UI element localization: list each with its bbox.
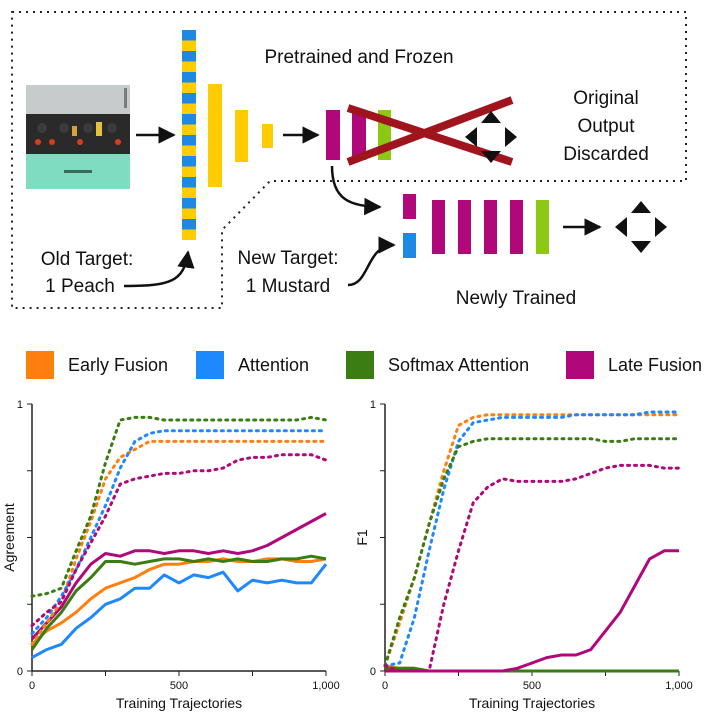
pretrained-label: Pretrained and Frozen xyxy=(264,47,453,68)
y-tick-label: 0 xyxy=(370,666,376,678)
series-attention-dotted xyxy=(383,410,681,668)
new-layer-4 xyxy=(510,200,523,254)
concat-segment xyxy=(182,72,196,83)
old-target-arrow xyxy=(123,250,195,288)
input-concat-column xyxy=(182,30,196,240)
new-target-line-2: 1 Mustard xyxy=(246,276,330,297)
concat-segment xyxy=(182,208,196,219)
series-late-fusion-dotted xyxy=(383,463,681,673)
x-tick-label: 500 xyxy=(170,680,188,692)
legend-swatch-late-fusion xyxy=(566,351,594,379)
original-output-move-icon xyxy=(465,111,517,163)
results-charts: 0 1 0 500 1,000 Training Trajectories Agreemen… xyxy=(1,399,693,711)
new-head-feature-input xyxy=(403,194,416,219)
transfer-arrow xyxy=(330,165,382,216)
series-softmax-attention-dotted xyxy=(383,437,681,668)
y-axis-label: F1 xyxy=(354,529,370,546)
concat-segment xyxy=(182,177,196,188)
y-tick-label: 0 xyxy=(17,666,23,678)
concat-segment xyxy=(182,187,196,198)
legend-swatch-softmax-attention xyxy=(346,351,374,379)
x-tick-label: 1,000 xyxy=(665,680,693,692)
concat-segment xyxy=(182,93,196,104)
concat-segment xyxy=(182,103,196,114)
discarded-label-line-2: Output xyxy=(577,116,635,137)
new-head-target-input xyxy=(403,233,416,258)
concat-segment xyxy=(182,198,196,209)
concat-segment xyxy=(182,114,196,125)
discarded-label-line-3: Discarded xyxy=(563,144,649,165)
old-target-line-2: 1 Peach xyxy=(45,276,115,297)
concat-segment xyxy=(182,30,196,41)
concat-segment xyxy=(182,51,196,62)
newly-trained-label: Newly Trained xyxy=(456,288,576,309)
concat-segment xyxy=(182,82,196,93)
legend-item-late-fusion: Late Fusion xyxy=(566,350,702,380)
concat-segment xyxy=(182,135,196,146)
chart-2: 0 1 0 500 1,000 Training Trajectories F1 xyxy=(354,399,693,711)
series-early-fusion-dotted xyxy=(383,413,681,668)
legend-swatch-early-fusion xyxy=(26,351,54,379)
new-target-line-1: New Target: xyxy=(237,248,338,269)
discarded-label-line-1: Original xyxy=(573,88,638,109)
concat-segment xyxy=(182,219,196,230)
x-axis-label: Training Trajectories xyxy=(116,695,242,711)
chart-1: 0 1 0 500 1,000 Training Trajectories Agreemen… xyxy=(1,399,340,711)
x-tick-label: 0 xyxy=(29,680,35,692)
concat-segment xyxy=(182,166,196,177)
encoder-layer-1 xyxy=(208,84,222,187)
encoder-layer-2 xyxy=(235,110,248,162)
legend: Early Fusion Attention Softmax Attention… xyxy=(0,340,706,390)
new-layer-3 xyxy=(484,200,497,254)
new-target-arrow xyxy=(347,236,396,287)
series-late-fusion-solid xyxy=(385,549,679,673)
concat-segment xyxy=(182,61,196,72)
legend-label-softmax-attention: Softmax Attention xyxy=(388,354,530,375)
old-target-line-1: Old Target: xyxy=(41,249,134,270)
x-tick-label: 0 xyxy=(382,680,388,692)
legend-label-late-fusion: Late Fusion xyxy=(608,354,703,375)
legend-swatch-attention xyxy=(196,351,224,379)
series-late-fusion-solid xyxy=(30,512,327,641)
legend-item-early-fusion: Early Fusion xyxy=(26,350,168,380)
series-softmax-attention-solid xyxy=(30,554,327,651)
frozen-head-layer-1 xyxy=(326,110,340,160)
new-output-move-icon xyxy=(615,201,667,253)
legend-item-softmax-attention: Softmax Attention xyxy=(346,350,529,380)
encoder-layer-3 xyxy=(262,124,273,148)
new-layer-2 xyxy=(458,200,471,254)
new-output-layer xyxy=(536,200,549,254)
concat-segment xyxy=(182,229,196,240)
series-late-fusion-dotted xyxy=(30,453,328,628)
concat-segment xyxy=(182,124,196,135)
legend-label-attention: Attention xyxy=(238,354,310,375)
x-axis-label: Training Trajectories xyxy=(469,695,595,711)
series-softmax-attention-dotted xyxy=(30,415,328,598)
input-image xyxy=(26,85,130,189)
y-tick-label: 1 xyxy=(17,399,23,411)
y-axis-label: Agreement xyxy=(1,503,17,572)
series-attention-solid xyxy=(31,563,328,659)
new-layer-1 xyxy=(432,200,445,254)
x-tick-label: 1,000 xyxy=(312,680,340,692)
frozen-head-layer-2 xyxy=(352,110,366,160)
series-attention-dotted xyxy=(30,429,328,636)
legend-label-early-fusion: Early Fusion xyxy=(68,354,169,375)
x-tick-label: 500 xyxy=(523,680,541,692)
concat-segment xyxy=(182,145,196,156)
concat-segment xyxy=(182,156,196,167)
y-tick-label: 1 xyxy=(370,399,376,411)
architecture-diagram: Pretrained and Frozen Original Output Di… xyxy=(11,11,687,309)
legend-item-attention: Attention xyxy=(196,350,309,380)
concat-segment xyxy=(182,40,196,51)
